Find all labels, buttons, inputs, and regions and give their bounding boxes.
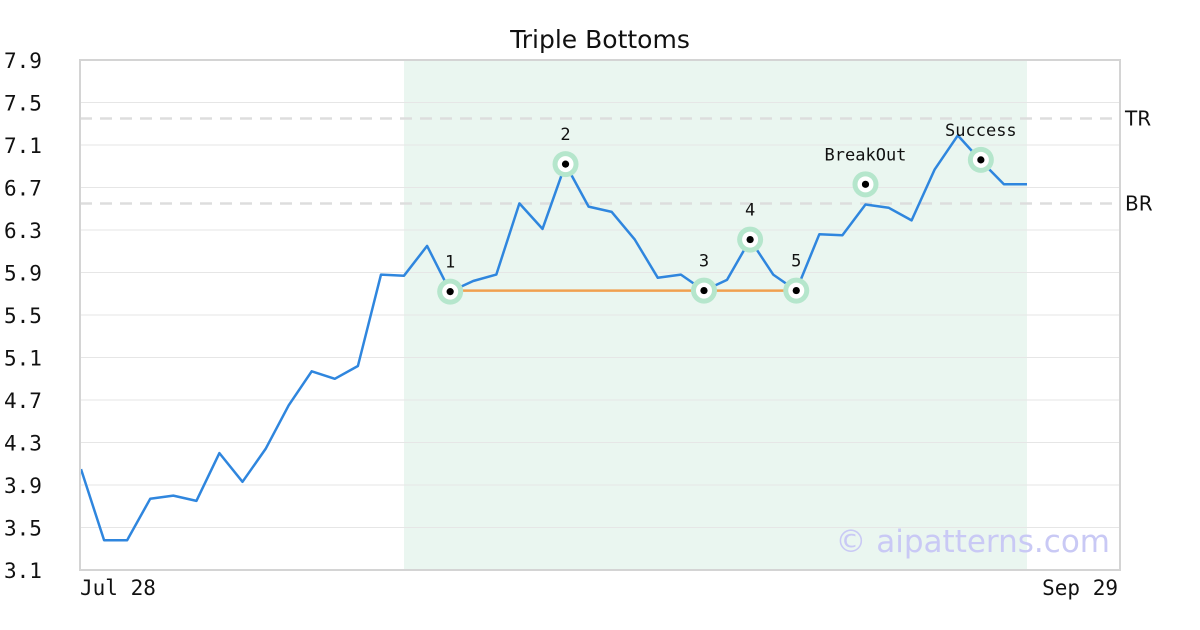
plot-frame (79, 59, 1121, 571)
point-dot-breakout (861, 180, 870, 188)
series-line (79, 134, 1027, 542)
watermark: © aipatterns.com (835, 524, 1110, 560)
y-tick-label: 3.9 (4, 474, 42, 498)
chart-title: Triple Bottoms (509, 25, 690, 54)
point-label-breakout: BreakOut (825, 145, 907, 165)
y-tick-label: 3.5 (4, 517, 42, 541)
reference-label-tr: TR (1124, 106, 1151, 130)
reference-label-br: BR (1125, 191, 1153, 215)
x-tick-end: Sep 29 (1042, 576, 1118, 600)
y-axis-ticks: 7.9 7.5 7.1 6.7 6.3 5.9 5.5 5.1 4.7 4.3 3.9 3.5 3.1 (4, 49, 42, 583)
y-tick-label: 5.1 (4, 347, 42, 371)
price-series (79, 134, 1027, 542)
y-tick-label: 6.3 (4, 219, 42, 243)
y-tick-label: 7.9 (4, 49, 42, 73)
point-label-4: 4 (745, 201, 755, 221)
y-tick-label: 7.1 (4, 134, 42, 158)
point-label-1: 1 (445, 253, 455, 273)
point-dot-1 (446, 288, 454, 296)
y-tick-label: 5.5 (4, 304, 42, 328)
x-tick-start: Jul 28 (80, 576, 156, 600)
y-tick-label: 5.9 (4, 262, 42, 286)
y-tick-label: 4.7 (4, 389, 42, 413)
point-dot-3 (700, 286, 708, 295)
pattern-points: 1 2 3 4 5 BreakOut Success (437, 121, 1017, 305)
point-dot-success (977, 156, 985, 164)
y-tick-label: 6.7 (4, 177, 42, 201)
point-label-5: 5 (791, 252, 801, 272)
point-label-3: 3 (699, 252, 709, 272)
point-label-2: 2 (560, 125, 570, 145)
y-tick-label: 3.1 (4, 559, 42, 583)
y-tick-label: 7.5 (4, 92, 42, 116)
point-dot-2 (561, 160, 570, 168)
point-label-success: Success (945, 121, 1017, 141)
reference-lines: TR BR (80, 106, 1153, 215)
y-tick-label: 4.3 (4, 432, 42, 456)
point-dot-5 (792, 286, 800, 295)
point-dot-4 (746, 235, 754, 244)
